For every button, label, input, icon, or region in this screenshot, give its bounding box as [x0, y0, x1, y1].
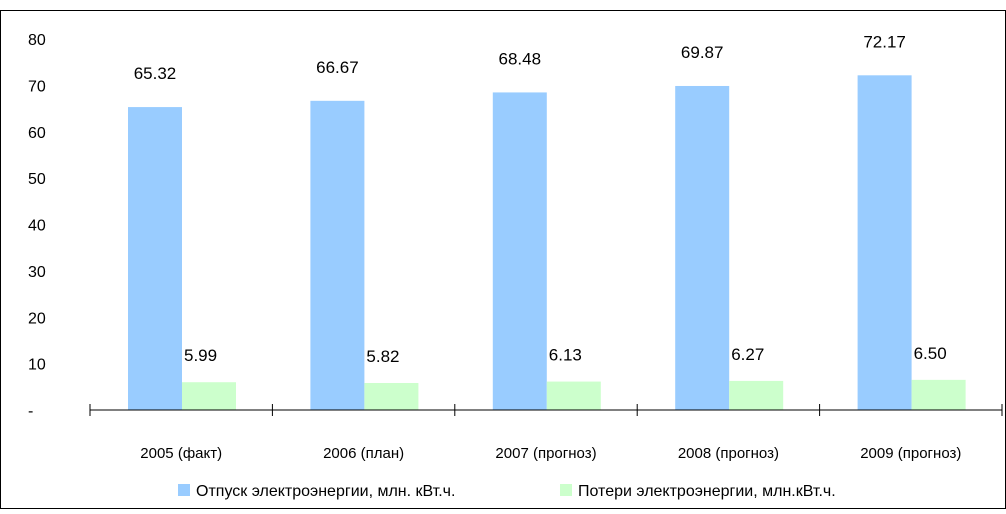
y-tick-label: 70 — [28, 78, 46, 95]
x-axis-labels: 2005 (факт) 2006 (план) 2007 (прогноз) 2008… — [140, 445, 961, 462]
legend-swatch — [178, 484, 190, 496]
x-category-label: 2006 (план) — [323, 445, 404, 462]
legend-label: Потери электроэнергии, млн.кВт.ч. — [578, 483, 836, 500]
bar-value-label-losses: 5.99 — [184, 346, 217, 365]
bar-losses — [182, 382, 236, 410]
bar-release — [492, 92, 547, 410]
y-tick-label: 30 — [28, 264, 46, 281]
bar-value-label-losses: 6.27 — [731, 345, 764, 364]
bar-value-label-release: 72.17 — [863, 32, 906, 51]
x-category-label: 2007 (прогноз) — [495, 445, 596, 462]
bars — [128, 75, 966, 411]
bar-losses — [364, 383, 419, 410]
bar-losses — [546, 381, 601, 410]
x-category-label: 2005 (факт) — [140, 445, 222, 462]
y-tick-label: 80 — [28, 32, 46, 49]
bar-value-label-losses: 5.82 — [366, 347, 399, 366]
x-category-label: 2009 (прогноз) — [860, 445, 961, 462]
legend-swatch — [560, 484, 572, 496]
bar-value-label-losses: 6.50 — [914, 344, 947, 363]
bar-value-label-release: 66.67 — [316, 58, 359, 77]
bar-losses — [911, 379, 966, 410]
y-axis-labels: - 10 20 30 40 50 60 70 80 — [28, 32, 46, 420]
y-tick-label: 50 — [28, 171, 46, 188]
x-axis — [89, 404, 1003, 416]
bar-release — [857, 75, 912, 411]
bar-value-label-losses: 6.13 — [549, 346, 582, 365]
bar-release — [675, 85, 730, 410]
bar-value-label-release: 68.48 — [499, 49, 542, 68]
y-tick-label: 60 — [28, 125, 46, 142]
bar-release — [310, 100, 365, 411]
y-tick-label: 10 — [28, 357, 46, 374]
y-tick-label: 20 — [28, 310, 46, 327]
legend-label: Отпуск электроэнергии, млн. кВт.ч. — [196, 483, 455, 500]
x-category-label: 2008 (прогноз) — [678, 445, 779, 462]
bar-value-label-release: 69.87 — [681, 43, 724, 62]
bar-release — [128, 107, 182, 411]
bar-value-label-release: 65.32 — [134, 64, 177, 83]
y-tick-label: - — [28, 403, 33, 420]
y-tick-label: 40 — [28, 218, 46, 235]
bar-losses — [729, 380, 784, 410]
legend: Отпуск электроэнергии, млн. кВт.ч. Потери… — [178, 483, 836, 500]
bar-value-labels: 65.32 66.67 68.48 69.87 72.17 5.99 5.82 6.13 6.2… — [134, 32, 947, 366]
